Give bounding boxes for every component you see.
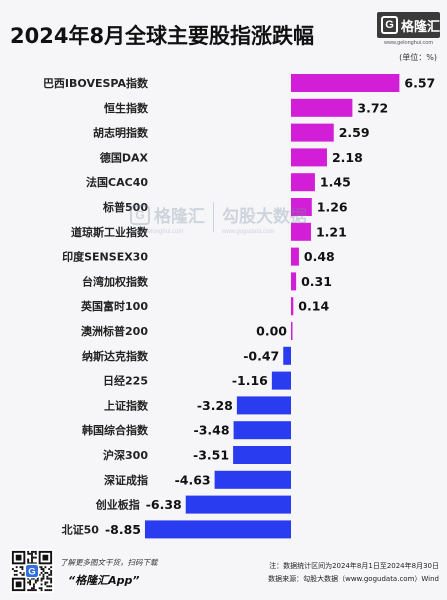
bar-16 — [214, 470, 291, 489]
value-label: -8.85 — [105, 522, 141, 537]
bar-3 — [291, 148, 327, 167]
bar-0 — [291, 74, 400, 92]
value-label: 0.48 — [304, 249, 335, 264]
bar-7 — [291, 247, 299, 266]
unit-label: (单位：%) — [399, 53, 437, 62]
value-label: -6.38 — [146, 497, 182, 512]
category-label: 北证50 — [62, 522, 100, 536]
value-label: 3.72 — [357, 100, 388, 115]
category-label: 日经225 — [103, 374, 148, 388]
bar-chart: 6.57 巴西IBOVESPA指数 3.72 恒生指数 2.59 胡志明指数 2.18 德国D… — [43, 74, 435, 539]
bar-4 — [291, 173, 315, 192]
category-label: 台湾加权指数 — [82, 274, 149, 288]
value-label: 2.59 — [339, 125, 370, 140]
bar-2 — [291, 123, 334, 142]
category-label: 澳洲标普200 — [81, 324, 148, 338]
bar-17 — [185, 495, 291, 514]
value-label: -3.48 — [194, 423, 230, 438]
app-name: “格隆汇App” — [68, 574, 140, 587]
bar-5 — [291, 198, 312, 216]
category-label: 沪深300 — [103, 448, 148, 462]
bar-9 — [291, 297, 294, 316]
chart-title: 2024年8月全球主要股指涨跌幅 — [10, 24, 315, 48]
value-label: 1.45 — [320, 175, 351, 190]
bar-12 — [271, 371, 291, 390]
bar-6 — [291, 222, 311, 241]
category-label: 德国DAX — [99, 150, 149, 164]
bar-8 — [291, 272, 297, 291]
value-label: 0.31 — [301, 274, 332, 289]
value-label: 2.18 — [332, 150, 363, 165]
qr-code[interactable]: G — [10, 549, 54, 593]
qr-logo-letter: G — [28, 566, 35, 577]
bar-1 — [291, 98, 353, 117]
value-label: -4.63 — [175, 472, 211, 487]
brand-logo: G 格隆汇 — [377, 12, 440, 38]
value-label: -3.51 — [193, 448, 229, 463]
category-label: 深证成指 — [104, 473, 148, 487]
value-label: 0.00 — [256, 324, 287, 339]
data-source: 数据来源：勾股大数据（www.gogudata.com）Wind — [268, 575, 439, 583]
category-label: 上证指数 — [104, 398, 149, 412]
category-label: 标普500 — [102, 200, 148, 214]
bar-18 — [144, 520, 291, 539]
bar-13 — [236, 396, 291, 415]
value-label: -1.16 — [232, 373, 268, 388]
logo-url: www.gelonghui.com — [384, 40, 433, 46]
logo-g-icon: G — [381, 16, 398, 34]
category-label: 印度SENSEX30 — [62, 250, 148, 264]
category-label: 恒生指数 — [104, 101, 149, 115]
data-period-note: 注：数据统计区间为2024年8月1日至2024年8月30日 — [269, 562, 439, 570]
category-label: 纳斯达克指数 — [82, 349, 149, 363]
value-label: -0.47 — [243, 348, 279, 363]
value-label: -3.28 — [197, 398, 233, 413]
category-label: 道琼斯工业指数 — [71, 225, 149, 239]
qr-caption: 了解更多图文干货，扫码下载 — [60, 558, 158, 567]
category-label: 胡志明指数 — [93, 126, 149, 140]
bar-11 — [283, 346, 291, 365]
value-label: 0.14 — [298, 299, 329, 314]
category-label: 法国CAC40 — [86, 175, 148, 189]
qr-logo-icon — [24, 563, 40, 579]
value-label: 1.26 — [317, 200, 348, 215]
category-label: 英国富时100 — [80, 299, 148, 313]
category-label: 韩国综合指数 — [82, 423, 149, 437]
logo-text: 格隆汇 — [400, 19, 440, 35]
value-label: 1.21 — [316, 224, 347, 239]
category-label: 创业板指 — [95, 498, 140, 512]
bar-10 — [291, 322, 293, 340]
bar-15 — [233, 446, 291, 464]
bar-14 — [233, 421, 291, 440]
value-label: 6.57 — [404, 76, 435, 91]
category-label: 巴西IBOVESPA指数 — [43, 76, 149, 90]
